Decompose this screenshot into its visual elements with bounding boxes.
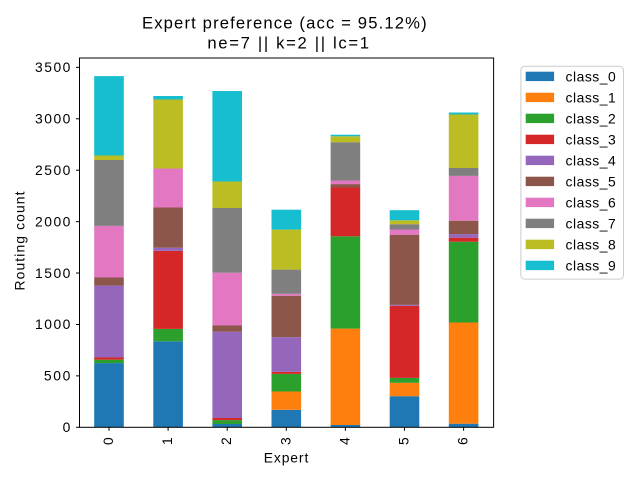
svg-text:2000: 2000 [35,213,71,229]
svg-text:1: 1 [159,437,175,445]
svg-text:class_2: class_2 [566,110,616,126]
svg-text:500: 500 [44,368,71,384]
svg-text:2500: 2500 [35,162,71,178]
svg-text:class_7: class_7 [566,215,616,231]
svg-text:class_6: class_6 [566,194,616,210]
svg-text:6: 6 [455,437,471,445]
svg-text:ne=7 || k=2 || lc=1: ne=7 || k=2 || lc=1 [207,34,369,53]
svg-text:4: 4 [336,437,352,445]
svg-text:1500: 1500 [35,265,71,281]
svg-text:0: 0 [63,419,71,435]
svg-text:5: 5 [396,437,412,445]
svg-text:class_1: class_1 [566,89,616,105]
svg-text:class_3: class_3 [566,131,616,147]
svg-text:class_4: class_4 [566,152,616,168]
svg-text:Expert: Expert [264,449,309,465]
svg-text:Routing count: Routing count [12,191,28,290]
svg-text:class_8: class_8 [566,236,616,252]
svg-text:class_9: class_9 [566,257,616,273]
svg-text:3: 3 [277,437,293,445]
svg-text:3500: 3500 [35,59,71,75]
svg-text:2: 2 [218,437,234,445]
svg-text:0: 0 [100,437,116,445]
svg-text:3000: 3000 [35,111,71,127]
svg-text:1000: 1000 [35,316,71,332]
svg-text:Expert preference (acc = 95.12: Expert preference (acc = 95.12%) [142,14,427,33]
svg-text:class_5: class_5 [566,173,616,189]
svg-text:class_0: class_0 [566,68,616,84]
